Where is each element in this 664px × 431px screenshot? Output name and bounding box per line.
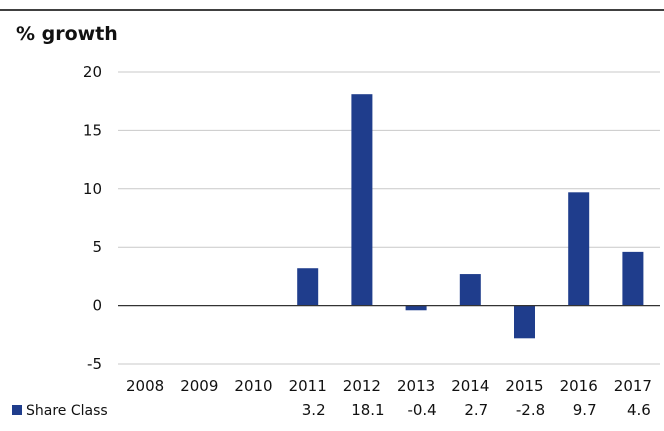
bar xyxy=(514,305,535,339)
legend-label: Share Class xyxy=(26,403,108,419)
legend-layer: Share Class xyxy=(12,403,108,419)
x-tick-label: 2013 xyxy=(397,377,435,395)
y-tick-label: 15 xyxy=(83,121,102,139)
chart-title: % growth xyxy=(16,23,118,45)
x-tick-label: 2008 xyxy=(126,377,164,395)
y-tick-label: 0 xyxy=(92,297,102,315)
data-label: 2.7 xyxy=(464,401,488,419)
x-tick-label: 2011 xyxy=(289,377,327,395)
y-tick-label: -5 xyxy=(87,355,102,373)
y-tick-label: 20 xyxy=(83,63,102,81)
bar xyxy=(622,251,644,306)
data-label: -2.8 xyxy=(516,401,545,419)
data-label: 3.2 xyxy=(302,401,326,419)
x-tick-label: 2016 xyxy=(560,377,598,395)
x-tick-label: 2015 xyxy=(505,377,543,395)
x-tick-label: 2009 xyxy=(180,377,218,395)
x-tick-label: 2012 xyxy=(343,377,381,395)
y-tick-label: 10 xyxy=(83,180,102,198)
bar xyxy=(459,274,481,306)
data-label: 9.7 xyxy=(573,401,597,419)
bar xyxy=(568,192,590,306)
data-label-layer: 3.2 18.1 -0.4 2.7 -2.8 9.7 4.6 xyxy=(302,401,651,419)
legend-swatch xyxy=(12,405,22,415)
bar xyxy=(351,94,373,306)
x-tick-label: 2010 xyxy=(234,377,272,395)
y-tick-label: 5 xyxy=(92,238,102,256)
bar xyxy=(297,268,319,306)
x-tick-label: 2017 xyxy=(614,377,652,395)
bar xyxy=(405,305,427,311)
data-label: -0.4 xyxy=(407,401,436,419)
bars-layer xyxy=(118,94,660,339)
data-label: 4.6 xyxy=(627,401,651,419)
x-tick-label: 2014 xyxy=(451,377,489,395)
data-label: 18.1 xyxy=(351,401,384,419)
x-axis-layer: 2008 2009 2010 2011 2012 2013 2014 2015 2016 2017 xyxy=(126,377,652,395)
